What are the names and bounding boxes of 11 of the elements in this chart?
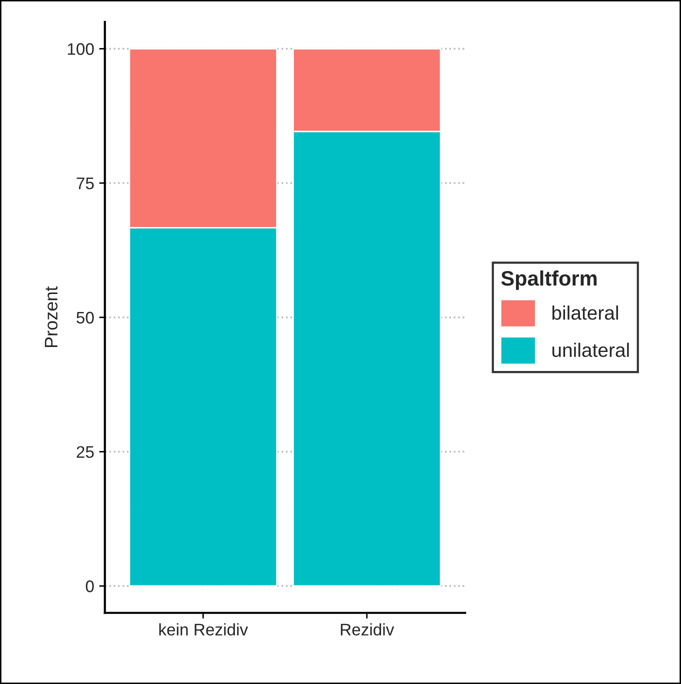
legend-title: Spaltform [501, 270, 597, 290]
legend-label: bilateral [552, 306, 618, 320]
y-tick-label: 25 [76, 446, 94, 458]
x-tick-label: kein Rezidiv [159, 623, 248, 636]
y-tick-label: 75 [76, 178, 94, 190]
y-tick-label: 0 [86, 580, 94, 592]
y-axis-title: Prozent [44, 286, 58, 348]
y-tick-label: 100 [68, 43, 94, 55]
legend-label: unilateral [552, 342, 629, 358]
x-tick-label: Rezidiv [340, 623, 394, 636]
y-tick-label: 50 [76, 312, 94, 324]
